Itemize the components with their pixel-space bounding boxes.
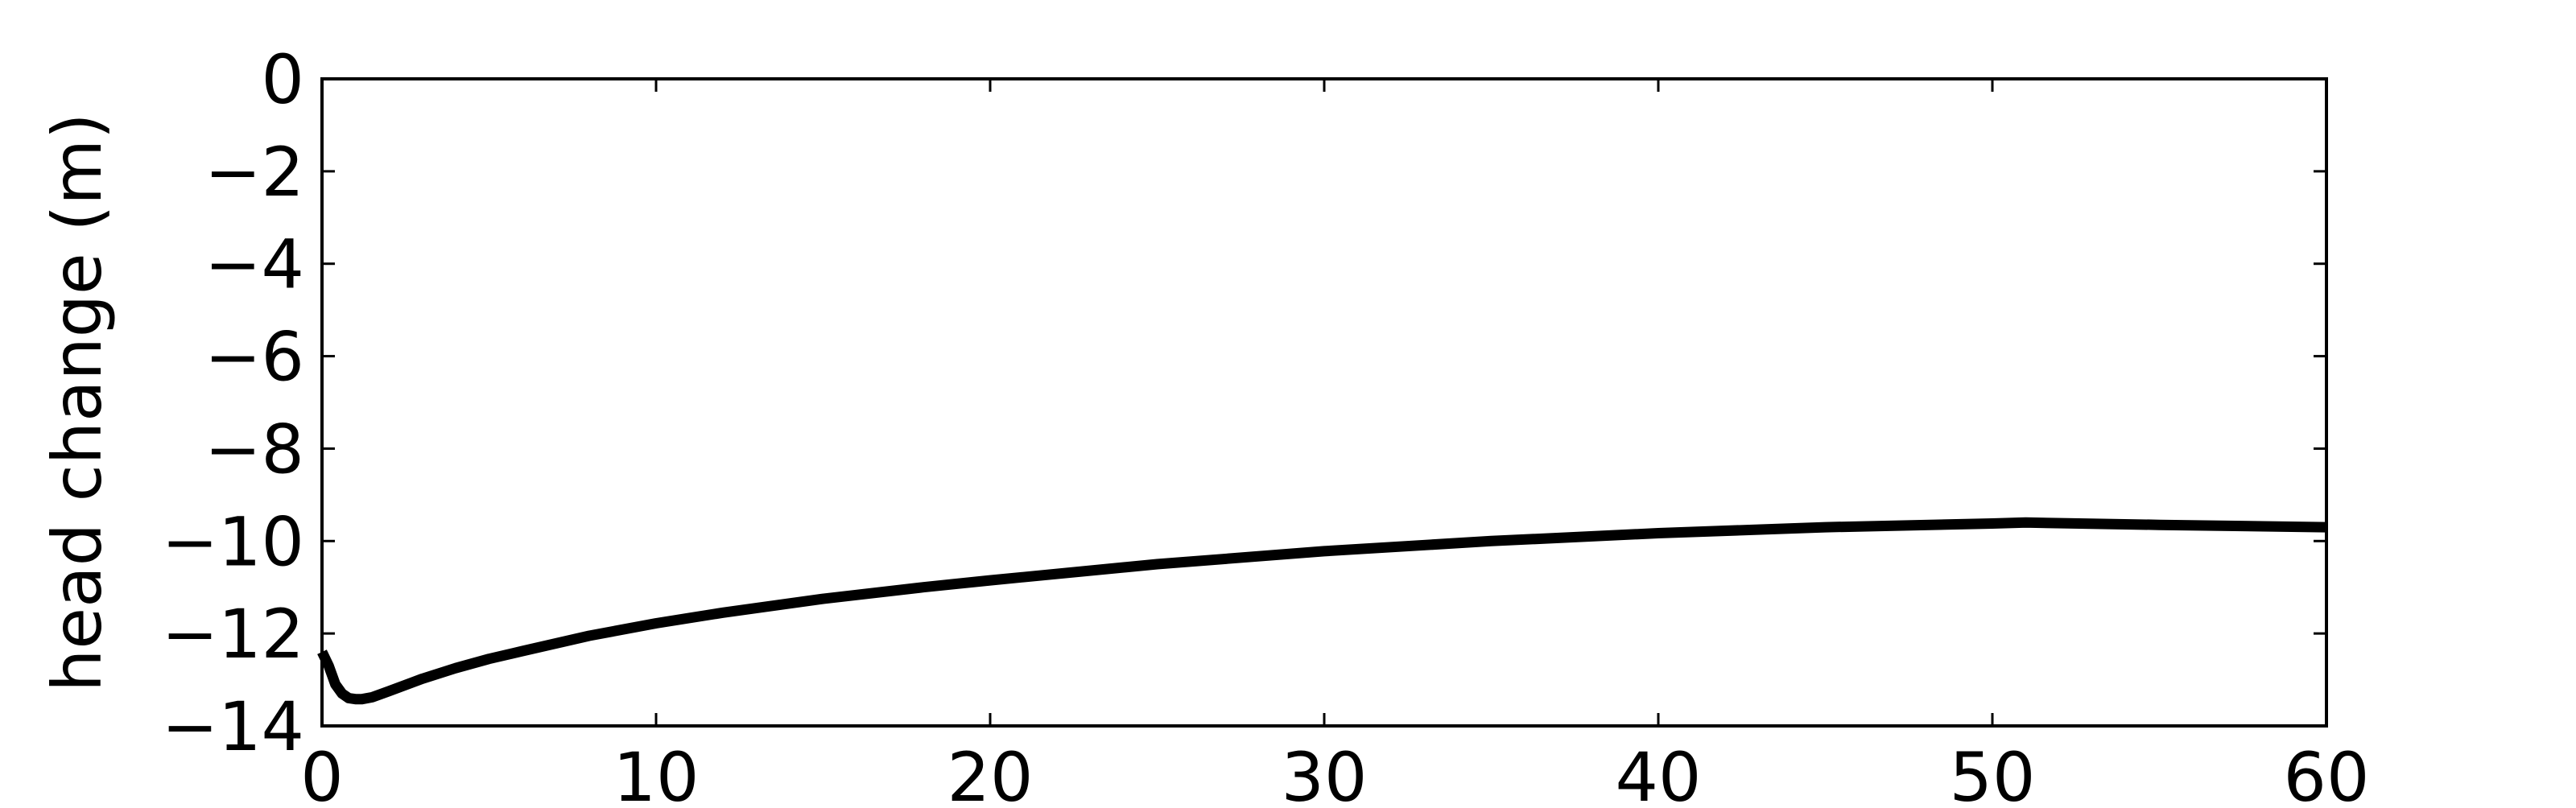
x-tick-label: 40 xyxy=(1616,738,1702,805)
x-tick-label: 30 xyxy=(1282,738,1368,805)
series-line-1 xyxy=(317,517,2327,705)
x-tick-label: 60 xyxy=(2284,738,2370,805)
x-tick-label: 0 xyxy=(300,738,343,805)
y-tick-label: 0 xyxy=(262,40,304,119)
y-tick-label: −2 xyxy=(204,133,304,212)
series-layer xyxy=(317,517,2327,705)
plot-frame xyxy=(320,77,2328,728)
x-tick-label: 50 xyxy=(1950,738,2036,805)
tick-labels: 0 10 20 30 40 50 60 0 −2 −4 −6 −8 −10 −12 −14 xyxy=(162,40,2370,808)
y-tick-label: −6 xyxy=(204,318,304,397)
y-tick-label: −4 xyxy=(204,225,304,304)
x-tick-label: 20 xyxy=(947,738,1034,805)
y-axis-label: head change (m) xyxy=(38,113,117,692)
y-tick-label: −12 xyxy=(162,595,304,674)
y-tick-label: −10 xyxy=(162,502,304,581)
x-tick-label: 10 xyxy=(613,738,700,805)
y-tick-label: −8 xyxy=(204,410,304,489)
y-tick-label: −14 xyxy=(162,687,304,766)
